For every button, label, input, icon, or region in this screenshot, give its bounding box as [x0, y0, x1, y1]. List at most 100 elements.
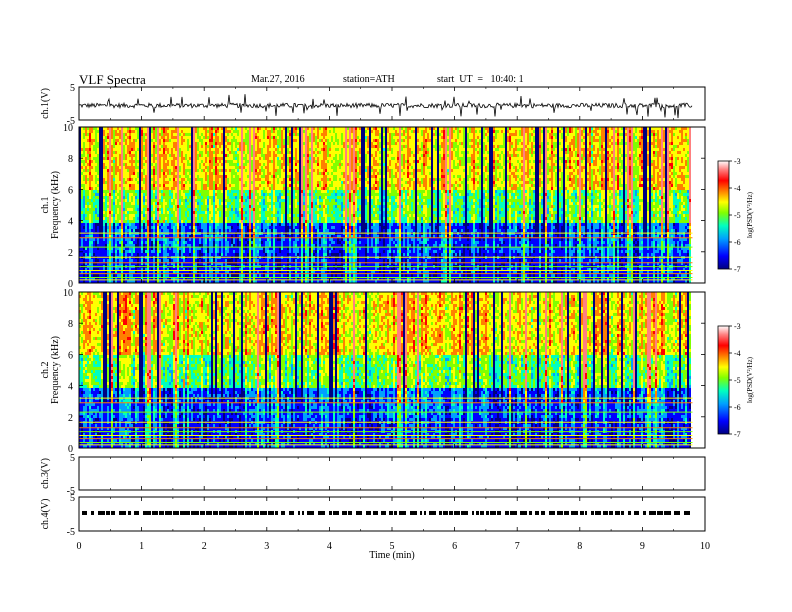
spectrogram-cell — [111, 160, 113, 163]
spectrogram-cell — [85, 169, 87, 172]
spectrogram-cell — [469, 166, 471, 169]
spectrogram-cell — [169, 130, 171, 133]
spectrogram-cell — [237, 172, 239, 175]
spectrogram-cell — [449, 151, 451, 154]
spectrogram-cell — [445, 136, 447, 139]
spectrogram-cell — [323, 172, 325, 175]
spectrogram-cell — [505, 163, 507, 166]
spectrogram-cell — [205, 157, 207, 160]
spectrogram-cell — [309, 130, 311, 133]
spectrogram-cell — [171, 136, 173, 139]
spectrogram-cell — [591, 139, 593, 142]
spectrogram-cell — [257, 154, 259, 157]
spectrogram-cell — [141, 154, 143, 157]
spectrogram-cell — [373, 130, 375, 133]
spectrogram-cell — [687, 151, 689, 154]
spectrogram-cell — [617, 160, 619, 163]
spectrogram-cell — [319, 172, 321, 175]
spectrogram-cell — [191, 145, 193, 148]
spectrogram-cell — [369, 127, 371, 130]
spectrogram-cell — [101, 145, 103, 148]
spectrogram-cell — [291, 151, 293, 154]
spectrogram-cell — [645, 163, 647, 166]
spectrogram-cell — [571, 151, 573, 154]
spectrogram-cell — [231, 157, 233, 160]
spectrogram-cell — [181, 157, 183, 160]
spectrogram-cell — [643, 157, 645, 160]
spectrogram-cell — [191, 133, 193, 136]
spectrogram-cell — [307, 136, 309, 139]
spectrogram-cell — [485, 136, 487, 139]
spectrogram-cell — [127, 163, 129, 166]
spectrogram-cell — [157, 169, 159, 172]
spectrogram-cell — [555, 133, 557, 136]
spectrogram-cell — [225, 148, 227, 151]
spectrogram-cell — [345, 166, 347, 169]
spectrogram-cell — [429, 136, 431, 139]
spectrogram-cell — [301, 145, 303, 148]
spectrogram-cell — [451, 151, 453, 154]
spectrogram-cell — [487, 139, 489, 142]
spectrogram-cell — [79, 154, 81, 157]
spectrogram-cell — [577, 145, 579, 148]
spectrogram-cell — [269, 163, 271, 166]
spectrogram-cell — [191, 130, 193, 133]
spectrogram-cell — [659, 127, 661, 130]
spectrogram-cell — [575, 166, 577, 169]
spectrogram-cell — [459, 127, 461, 130]
spectrogram-cell — [685, 127, 687, 130]
spectrogram-cell — [325, 130, 327, 133]
spectrogram-cell — [545, 142, 547, 145]
spectrogram-cell — [537, 136, 539, 139]
spectrogram-cell — [573, 166, 575, 169]
spectrogram-cell — [523, 169, 525, 172]
spectrogram-cell — [189, 139, 191, 142]
spectrogram-cell — [159, 175, 161, 178]
spectrogram-cell — [153, 127, 155, 130]
spectrogram-cell — [467, 160, 469, 163]
spectrogram-cell — [677, 139, 679, 142]
spectrogram-cell — [639, 169, 641, 172]
spectrogram-cell — [265, 130, 267, 133]
spectrogram-cell — [287, 133, 289, 136]
spectrogram-cell — [337, 133, 339, 136]
spectrogram-cell — [361, 148, 363, 151]
spectrogram-cell — [155, 133, 157, 136]
spectrogram-cell — [651, 172, 653, 175]
spectrogram-cell — [519, 157, 521, 160]
spectrogram-cell — [415, 166, 417, 169]
spectrogram-cell — [585, 130, 587, 133]
spectrogram-cell — [575, 139, 577, 142]
spectrogram-cell — [81, 148, 83, 151]
spectrogram-cell — [83, 148, 85, 151]
spectrogram-cell — [101, 169, 103, 172]
spectrogram-cell — [419, 127, 421, 130]
spectrogram-cell — [375, 142, 377, 145]
spectrogram-cell — [401, 169, 403, 172]
spectrogram-cell — [499, 139, 501, 142]
spectrogram-cell — [175, 169, 177, 172]
spectrogram-cell — [499, 154, 501, 157]
spectrogram-cell — [373, 142, 375, 145]
spectrogram-cell — [129, 133, 131, 136]
spectrogram-cell — [539, 148, 541, 151]
spectrogram-cell — [497, 151, 499, 154]
spectrogram-cell — [675, 154, 677, 157]
spectrogram-cell — [255, 136, 257, 139]
spectrogram-cell — [433, 160, 435, 163]
spectrogram-cell — [423, 139, 425, 142]
spectrogram-cell — [505, 142, 507, 145]
spectrogram-cell — [119, 127, 121, 130]
spectrogram-cell — [561, 127, 563, 130]
spectrogram-cell — [451, 169, 453, 172]
spectrogram-cell — [343, 169, 345, 172]
spectrogram-cell — [457, 169, 459, 172]
spectrogram-cell — [313, 157, 315, 160]
spectrogram-cell — [475, 130, 477, 133]
spectrogram-cell — [563, 130, 565, 133]
spectrogram-cell — [567, 139, 569, 142]
spectrogram-cell — [103, 145, 105, 148]
spectrogram-cell — [529, 151, 531, 154]
spectrogram-cell — [305, 139, 307, 142]
spectrogram-cell — [159, 133, 161, 136]
